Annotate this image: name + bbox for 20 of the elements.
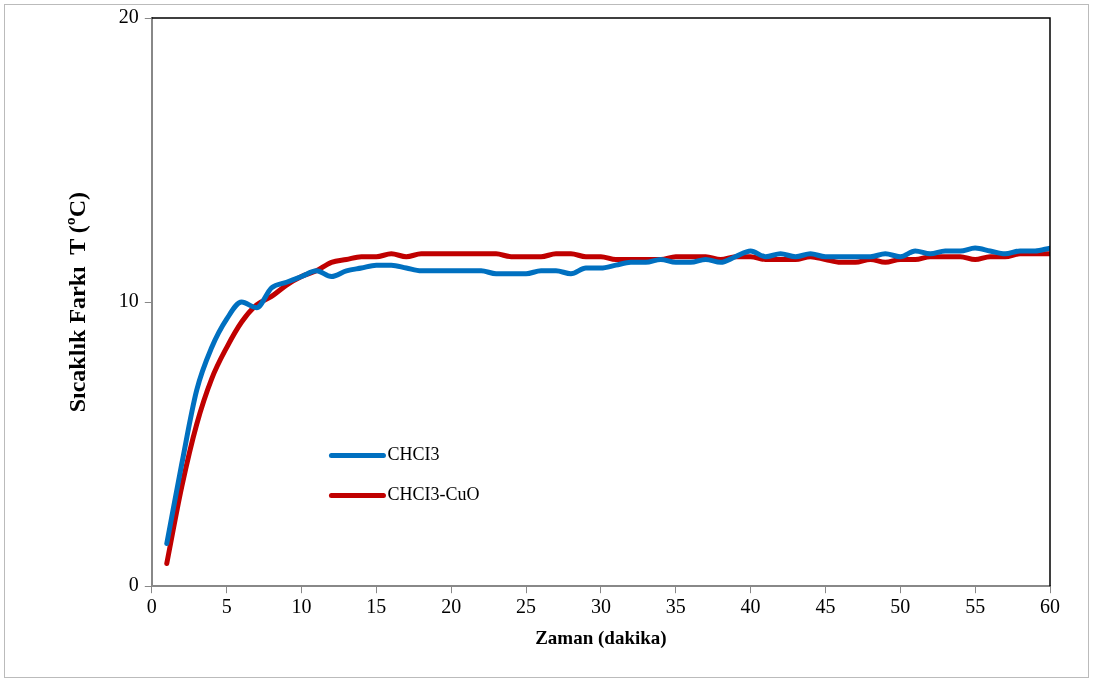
x-tick-label: 15 [366,595,387,618]
legend-label: CHCI3 [387,444,440,465]
y-tick-label: 10 [118,289,139,312]
y-tick-label: 0 [128,573,139,596]
legend-label: CHCI3-CuO [387,484,480,505]
x-tick-label: 40 [740,595,761,618]
x-tick-label: 0 [146,595,157,618]
x-tick-label: 35 [665,595,686,618]
y-axis-title: Sıcaklık Farkı T (ºC) [63,191,90,413]
x-tick-label: 45 [815,595,836,618]
x-tick-label: 55 [965,595,986,618]
x-tick-label: 5 [221,595,232,618]
x-tick-label: 50 [890,595,911,618]
x-tick-label: 30 [590,595,611,618]
y-tick-label: 20 [118,5,139,28]
x-tick-label: 10 [291,595,312,618]
x-tick-label: 25 [516,595,537,618]
x-axis-title: Zaman (dakika) [535,626,667,649]
x-tick-label: 60 [1040,595,1060,618]
x-tick-label: 20 [441,595,462,618]
